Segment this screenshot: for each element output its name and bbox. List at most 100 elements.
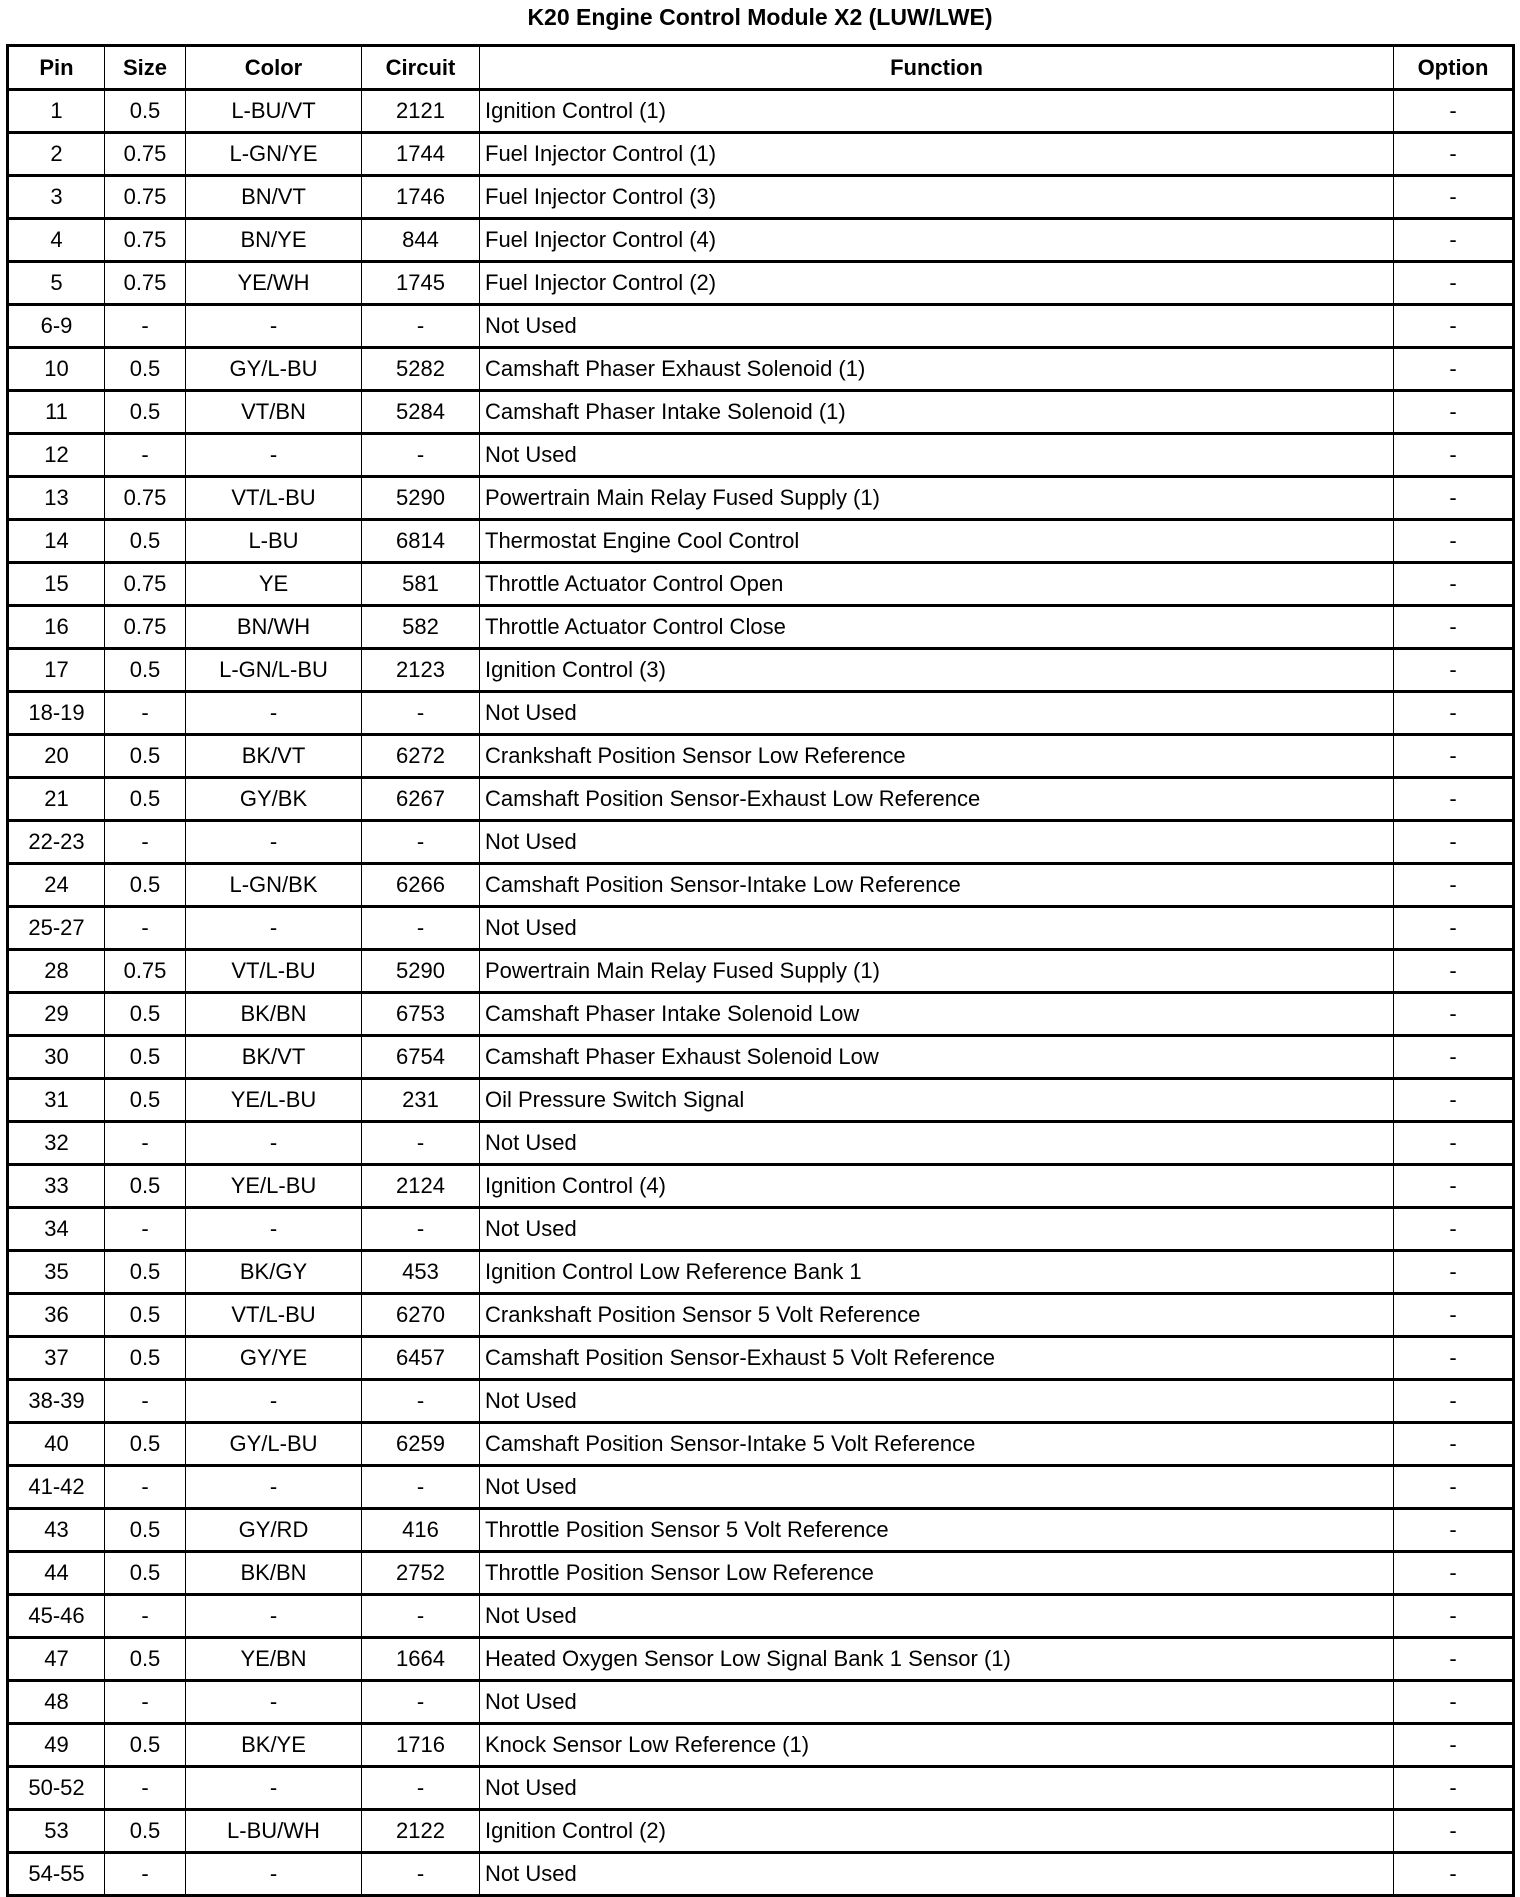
cell-color: L-GN/BK [185,862,362,907]
cell-size: 0.75 [104,475,186,520]
cell-function: Heated Oxygen Sensor Low Signal Bank 1 S… [479,1636,1394,1681]
cell-circuit: - [361,432,480,477]
cell-option: - [1393,1593,1514,1638]
document-title: K20 Engine Control Module X2 (LUW/LWE) [527,4,993,30]
cell-color: YE/WH [185,260,362,305]
cell-function: Not Used [479,1679,1394,1724]
cell-option: - [1393,1163,1514,1208]
cell-color: - [185,1464,362,1509]
cell-function: Not Used [479,1378,1394,1423]
cell-color: BK/VT [185,1034,362,1079]
cell-pin: 34 [7,1206,105,1251]
cell-function: Ignition Control (4) [479,1163,1394,1208]
table-row: 25-27- - - Not Used - [7,905,1514,950]
table-row: 12- - - Not Used - [7,432,1514,477]
cell-pin: 33 [7,1163,105,1208]
cell-pin: 5 [7,260,105,305]
cell-option: - [1393,88,1514,133]
cell-pin: 25-27 [7,905,105,950]
cell-size: - [104,1206,186,1251]
cell-function: Camshaft Position Sensor-Exhaust Low Ref… [479,776,1394,821]
cell-size: 0.75 [104,131,186,176]
cell-function: Camshaft Position Sensor-Exhaust 5 Volt … [479,1335,1394,1380]
cell-circuit: 582 [361,604,480,649]
table-row: 34- - - Not Used - [7,1206,1514,1251]
cell-color: VT/L-BU [185,1292,362,1337]
table-row: 5 0.75 YE/WH 1745 Fuel Injector Control (2) - [7,260,1514,305]
cell-function: Not Used [479,1851,1394,1896]
cell-circuit: - [361,905,480,950]
cell-size: 0.5 [104,647,186,692]
pinout-table: Pin Size Color Circuit Function Option 1… [6,44,1515,1897]
cell-option: - [1393,862,1514,907]
cell-option: - [1393,1550,1514,1595]
cell-size: 0.5 [104,1722,186,1767]
cell-pin: 17 [7,647,105,692]
cell-function: Not Used [479,1765,1394,1810]
cell-color: BK/YE [185,1722,362,1767]
cell-option: - [1393,260,1514,305]
cell-pin: 29 [7,991,105,1036]
header-option: Option [1393,44,1514,90]
table-row: 54-55- - - Not Used - [7,1851,1514,1896]
cell-color: YE/BN [185,1636,362,1681]
cell-pin: 21 [7,776,105,821]
cell-option: - [1393,604,1514,649]
cell-size: 0.5 [104,346,186,391]
table-row: 36 0.5 VT/L-BU 6270 Crankshaft Position Sens… [7,1292,1514,1337]
cell-size: 0.5 [104,1163,186,1208]
cell-color: VT/BN [185,389,362,434]
table-row: 43 0.5 GY/RD 416 Throttle Position Sensor 5 … [7,1507,1514,1552]
cell-pin: 2 [7,131,105,176]
cell-pin: 31 [7,1077,105,1122]
table-row: 30 0.5 BK/VT 6754 Camshaft Phaser Exhaust So… [7,1034,1514,1079]
table-row: 31 0.5 YE/L-BU 231 Oil Pressure Switch Signa… [7,1077,1514,1122]
cell-pin: 48 [7,1679,105,1724]
cell-function: Camshaft Position Sensor-Intake Low Refe… [479,862,1394,907]
table-row: 16 0.75 BN/WH 582 Throttle Actuator Control … [7,604,1514,649]
cell-color: BK/BN [185,991,362,1036]
cell-function: Camshaft Phaser Exhaust Solenoid Low [479,1034,1394,1079]
cell-option: - [1393,948,1514,993]
cell-option: - [1393,1249,1514,1294]
cell-option: - [1393,1679,1514,1724]
cell-pin: 18-19 [7,690,105,735]
cell-pin: 38-39 [7,1378,105,1423]
table-body: 1 0.5 L-BU/VT 2121 Ignition Control (1) -2 0.7… [7,88,1514,1896]
cell-pin: 37 [7,1335,105,1380]
cell-circuit: - [361,1120,480,1165]
cell-color: GY/L-BU [185,346,362,391]
cell-function: Camshaft Position Sensor-Intake 5 Volt R… [479,1421,1394,1466]
cell-size: - [104,1593,186,1638]
table-row: 53 0.5 L-BU/WH 2122 Ignition Control (2) - [7,1808,1514,1853]
cell-color: BN/YE [185,217,362,262]
cell-circuit: - [361,1378,480,1423]
cell-circuit: 5290 [361,948,480,993]
header-row: Pin Size Color Circuit Function Option [7,44,1514,90]
cell-function: Fuel Injector Control (4) [479,217,1394,262]
cell-pin: 35 [7,1249,105,1294]
cell-option: - [1393,518,1514,563]
header-function: Function [479,44,1394,90]
table-row: 20 0.5 BK/VT 6272 Crankshaft Position Sensor… [7,733,1514,778]
cell-pin: 13 [7,475,105,520]
cell-function: Ignition Control (2) [479,1808,1394,1853]
table-row: 6-9- - - Not Used - [7,303,1514,348]
cell-circuit: 2122 [361,1808,480,1853]
cell-function: Throttle Position Sensor 5 Volt Referenc… [479,1507,1394,1552]
cell-size: 0.75 [104,174,186,219]
cell-circuit: 581 [361,561,480,606]
cell-pin: 45-46 [7,1593,105,1638]
cell-option: - [1393,1335,1514,1380]
cell-pin: 4 [7,217,105,262]
cell-circuit: 6457 [361,1335,480,1380]
cell-function: Ignition Control (3) [479,647,1394,692]
cell-function: Not Used [479,690,1394,735]
table-row: 29 0.5 BK/BN 6753 Camshaft Phaser Intake Sol… [7,991,1514,1036]
cell-pin: 53 [7,1808,105,1853]
cell-circuit: 5284 [361,389,480,434]
cell-circuit: - [361,690,480,735]
cell-pin: 22-23 [7,819,105,864]
cell-color: VT/L-BU [185,475,362,520]
cell-option: - [1393,1206,1514,1251]
